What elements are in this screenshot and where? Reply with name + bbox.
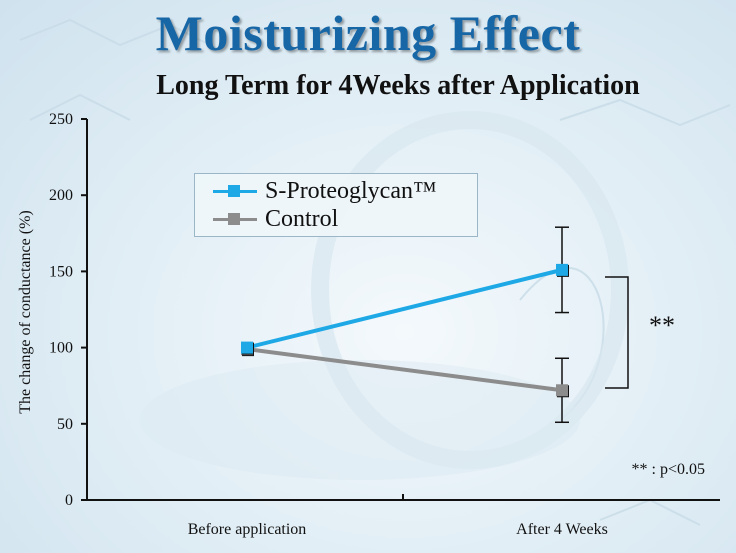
legend-item-proteoglycan: S-Proteoglycan™ <box>195 177 477 205</box>
y-tick-label: 150 <box>49 263 73 280</box>
legend-label-control: Control <box>265 206 339 232</box>
legend-label-proteoglycan: S-Proteoglycan™ <box>265 178 437 204</box>
data-point <box>556 384 568 397</box>
legend-item-control: Control <box>195 205 477 233</box>
page-title: Moisturizing Effect <box>155 5 581 61</box>
y-tick-label: 200 <box>49 187 73 204</box>
y-tick-label: 250 <box>49 111 73 128</box>
series-line <box>246 267 563 350</box>
x-tick-label: Before application <box>188 521 307 538</box>
data-point <box>241 341 253 354</box>
chart-legend: S-Proteoglycan™ Control <box>194 173 478 237</box>
data-point <box>556 263 568 276</box>
significance-bracket <box>605 276 629 389</box>
series-line <box>246 347 563 393</box>
legend-marker-proteoglycan <box>228 185 240 197</box>
x-tick-label: After 4 Weeks <box>516 521 608 538</box>
significance-label: ** <box>649 311 675 340</box>
footnote: ** : p<0.05 <box>632 461 705 478</box>
legend-marker-control <box>228 213 240 225</box>
y-axis-label: The change of conductance (%) <box>17 210 34 413</box>
page-subtitle: Long Term for 4Weeks after Application <box>156 70 640 101</box>
y-tick-label: 50 <box>57 416 73 433</box>
y-tick-label: 0 <box>65 492 73 509</box>
y-tick-label: 100 <box>49 340 73 357</box>
